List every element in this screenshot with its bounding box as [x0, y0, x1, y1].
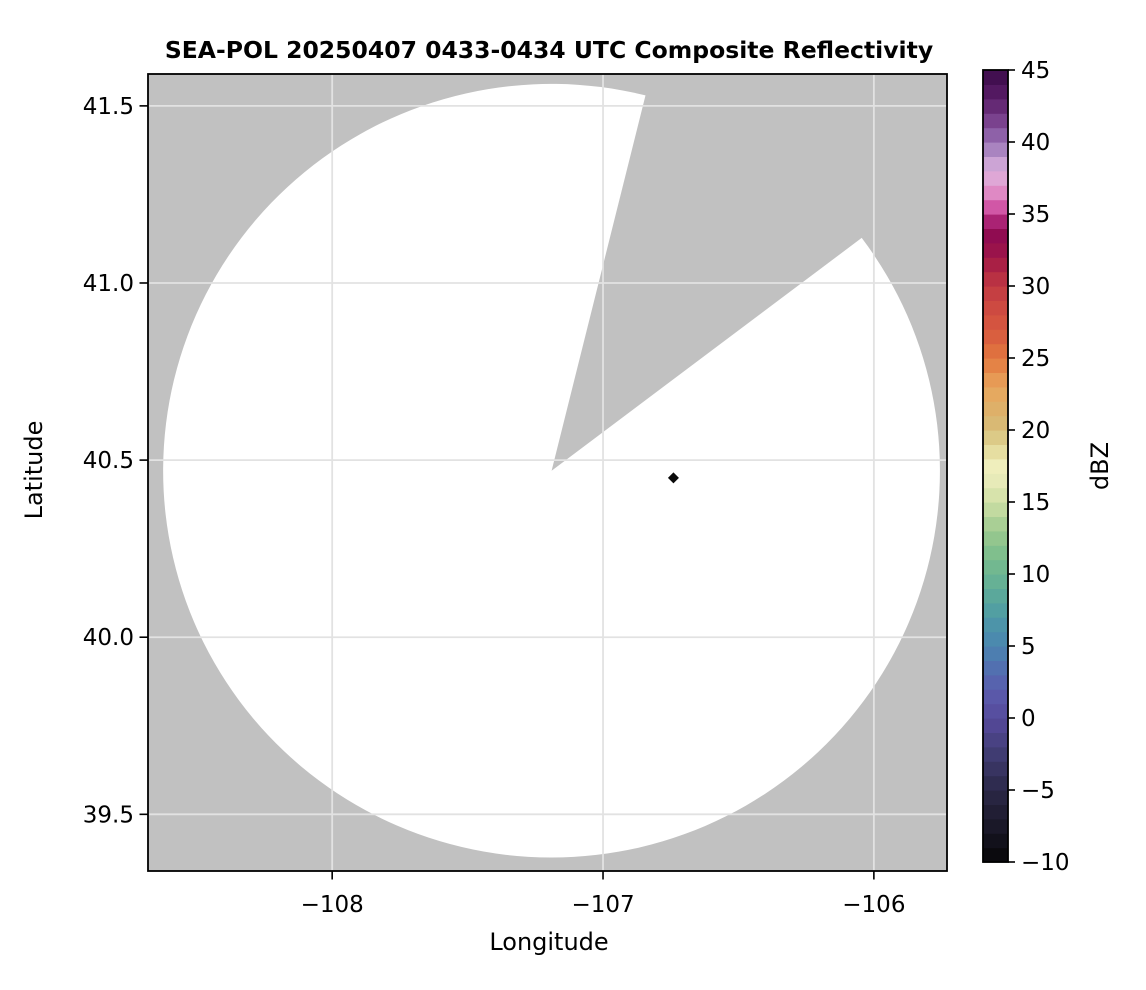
colorbar-band	[983, 286, 1008, 301]
echo-layer	[667, 472, 679, 484]
colorbar-band	[983, 214, 1008, 229]
colorbar-band	[983, 732, 1008, 748]
colorbar-band	[983, 746, 1008, 762]
colorbar-band	[983, 271, 1008, 287]
colorbar-band	[983, 559, 1008, 575]
axes-frame-layer	[147, 73, 948, 872]
map-shapes-layer	[148, 74, 947, 871]
colorbar-band	[983, 617, 1008, 633]
colorbar-band	[983, 674, 1008, 690]
reflectivity-echo	[667, 472, 679, 484]
colorbar-band	[983, 588, 1008, 604]
colorbar-band	[983, 156, 1008, 172]
colorbar-band	[983, 718, 1008, 733]
colorbar-band	[983, 847, 1008, 863]
colorbar-band	[983, 358, 1008, 373]
colorbar-band	[983, 386, 1008, 402]
radar-coverage-area	[163, 83, 940, 858]
x-tick-label: −107	[571, 892, 634, 918]
y-tick-label: 40.5	[83, 448, 134, 474]
colorbar-tick-label: −5	[1021, 778, 1055, 804]
colorbar-band	[983, 833, 1008, 849]
colorbar-band	[983, 430, 1008, 445]
colorbar-tick-label: 15	[1021, 490, 1050, 516]
colorbar-band	[983, 401, 1008, 417]
colorbar-band	[983, 444, 1008, 460]
colorbar-band	[983, 84, 1008, 100]
chart-title: SEA-POL 20250407 0433-0434 UTC Composite…	[165, 36, 933, 64]
colorbar-tick-label: 45	[1021, 58, 1050, 84]
colorbar-tick-label: −10	[1021, 850, 1070, 876]
colorbar-band	[983, 113, 1008, 129]
colorbar-band	[983, 199, 1008, 215]
colorbar-band	[983, 790, 1008, 805]
colorbar-band	[983, 804, 1008, 820]
colorbar-band	[983, 415, 1008, 431]
colorbar-band	[983, 372, 1008, 388]
colorbar-tick-label: 25	[1021, 346, 1050, 372]
colorbar-label: dBZ	[1086, 442, 1114, 490]
colorbar-band	[983, 98, 1008, 114]
colorbar-band	[983, 818, 1008, 834]
colorbar-band	[983, 502, 1008, 517]
colorbar-band	[983, 473, 1008, 489]
colorbar-band	[983, 646, 1008, 661]
colorbar-tick-label: 35	[1021, 202, 1050, 228]
colorbar-band	[983, 574, 1008, 589]
colorbar-band	[983, 329, 1008, 345]
colorbar-band	[983, 458, 1008, 474]
colorbar-band	[983, 631, 1008, 647]
colorbar-band	[983, 660, 1008, 676]
colorbar-tick-label: 20	[1021, 418, 1050, 444]
colorbar-band	[983, 602, 1008, 618]
colorbar-band	[983, 689, 1008, 705]
x-axis-label: Longitude	[489, 928, 608, 956]
ticks-layer: −108 −107 −106 41.5 41.0 40.5 40.0 39.5	[83, 94, 906, 918]
colorbar-band	[983, 703, 1008, 719]
colorbar-band	[983, 300, 1008, 316]
axes-frame	[147, 73, 948, 872]
y-tick-label: 41.0	[83, 271, 134, 297]
colorbar-band	[983, 185, 1008, 201]
colorbar-band	[983, 487, 1008, 503]
colorbar-tick-label: 10	[1021, 562, 1050, 588]
colorbar-band	[983, 127, 1008, 143]
colorbar-tick-label: 5	[1021, 634, 1036, 660]
colorbar-tick-label: 30	[1021, 274, 1050, 300]
colorbar-frame	[982, 69, 1009, 863]
colorbar-band	[983, 314, 1008, 330]
y-tick-label: 39.5	[83, 802, 134, 828]
x-tick-label: −106	[842, 892, 905, 918]
colorbar-band	[983, 761, 1008, 777]
x-tick-label: −108	[301, 892, 364, 918]
colorbar-band	[983, 545, 1008, 561]
colorbar-band	[983, 257, 1008, 273]
colorbar-band	[983, 343, 1008, 359]
colorbar-tick-label: 0	[1021, 706, 1036, 732]
colorbar-band	[983, 775, 1008, 791]
colorbar-band	[983, 530, 1008, 546]
colorbar-band	[983, 242, 1008, 258]
colorbar-band	[983, 228, 1008, 244]
colorbar-band	[983, 170, 1008, 186]
colorbar-band	[983, 70, 1008, 85]
colorbar-tick-label: 40	[1021, 130, 1050, 156]
y-tick-label: 40.0	[83, 625, 134, 651]
colorbar-layer: 45 40 35 30 25 20 15 10 5 0 −5 −10	[982, 58, 1070, 876]
colorbar-band	[983, 142, 1008, 157]
y-tick-label: 41.5	[83, 94, 134, 120]
gridlines-layer	[148, 74, 947, 871]
y-axis-label: Latitude	[20, 421, 48, 520]
colorbar-band	[983, 516, 1008, 532]
